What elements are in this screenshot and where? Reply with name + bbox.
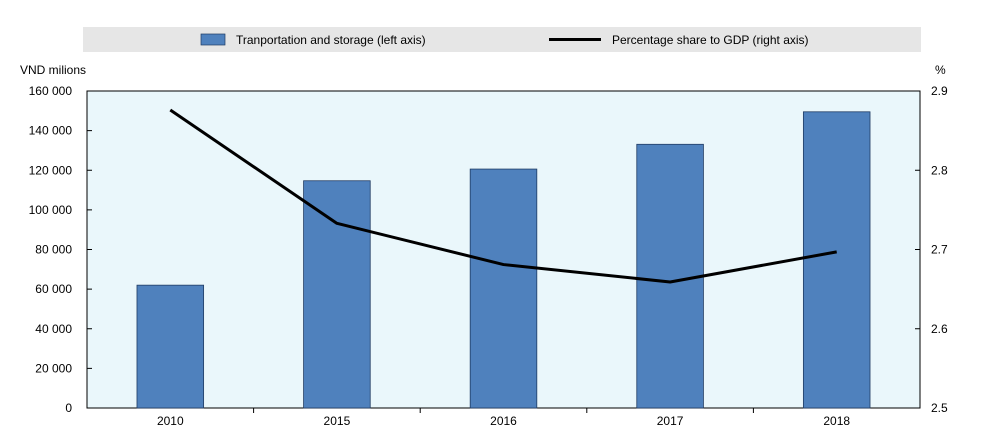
bar-series [136, 111, 871, 409]
left-axis-title: VND milions [20, 63, 86, 77]
legend-bar-swatch [200, 33, 226, 46]
line-series [169, 108, 837, 284]
right-tick-label: 2.8 [931, 163, 948, 177]
left-tick-label: 40 000 [35, 322, 72, 336]
right-axis-title: % [935, 63, 946, 77]
right-axis: 2.5 2.6 2.7 2.8 2.9 [915, 84, 948, 415]
x-tick-label: 2018 [823, 414, 850, 428]
bar [136, 284, 205, 409]
left-tick-label: 20 000 [35, 361, 72, 375]
left-tick-label: 80 000 [35, 243, 72, 257]
right-tick-label: 2.5 [931, 401, 948, 415]
left-tick-label: 100 000 [29, 203, 73, 217]
right-tick-label: 2.9 [931, 84, 948, 98]
legend-label-line: Percentage share to GDP (right axis) [612, 33, 809, 47]
bar [636, 143, 704, 409]
x-tick-label: 2017 [657, 414, 684, 428]
left-tick-label: 60 000 [35, 282, 72, 296]
x-axis: 2010 2015 2016 2017 2018 [157, 408, 850, 428]
right-tick-label: 2.7 [931, 243, 948, 257]
bar [802, 111, 871, 409]
bar [469, 168, 538, 409]
left-tick-label: 160 000 [29, 84, 73, 98]
left-tick-label: 0 [65, 401, 72, 415]
x-tick-label: 2010 [157, 414, 184, 428]
left-tick-label: 140 000 [29, 124, 73, 138]
x-tick-label: 2016 [490, 414, 517, 428]
right-tick-label: 2.6 [931, 322, 948, 336]
legend: Tranportation and storage (left axis) Pe… [200, 33, 809, 47]
bar [303, 180, 371, 409]
left-tick-label: 120 000 [29, 163, 73, 177]
legend-label-bars: Tranportation and storage (left axis) [236, 33, 426, 47]
x-tick-label: 2015 [324, 414, 351, 428]
left-axis: 0 20 000 40 000 60 000 80 000 100 000 120 000 1… [29, 84, 92, 415]
